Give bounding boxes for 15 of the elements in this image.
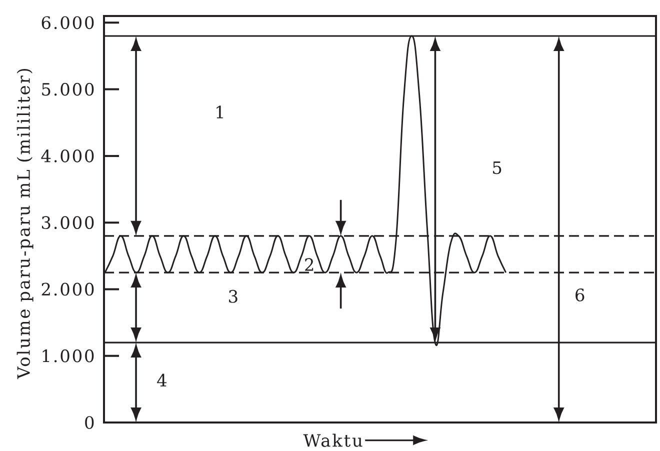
y-tick-label: 4.000 (41, 150, 94, 162)
y-tick-label: 0 (85, 416, 94, 429)
y-tick-label: 1.000 (42, 349, 94, 362)
y-tick-label: 6.000 (42, 16, 94, 30)
annotation: 4 (157, 374, 167, 386)
y-tick-label: 2.000 (42, 282, 94, 296)
annotation: 5 (493, 161, 502, 174)
annotation: 1 (216, 106, 223, 118)
y-tick-label: 5.000 (42, 82, 94, 96)
y-axis-title: Volume paru-paru mL (mililiter) (16, 68, 34, 380)
annotation: 3 (229, 290, 238, 303)
text: 6 (576, 288, 584, 302)
annotation: 2 (305, 258, 314, 271)
y-tick-label: 3.000 (42, 216, 94, 230)
x-axis-title: Waktu (303, 434, 362, 447)
